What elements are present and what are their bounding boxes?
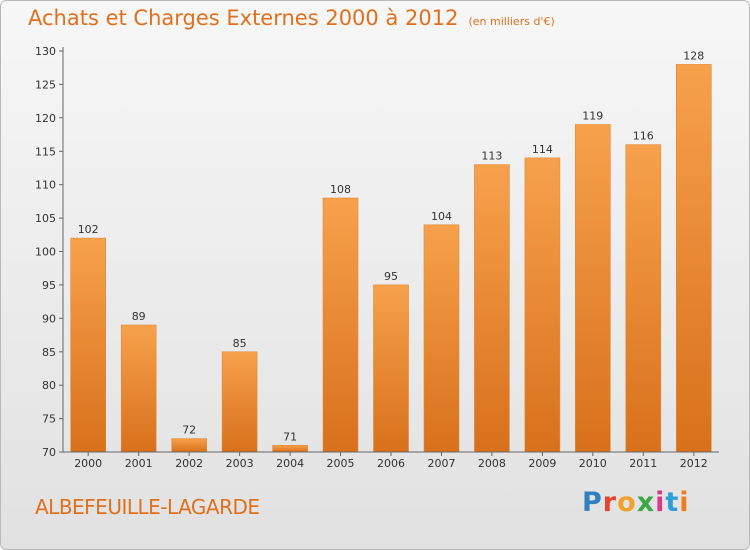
y-tick-label-105: 105	[35, 212, 56, 225]
y-tick-label-70: 70	[42, 446, 56, 459]
bar-2011	[625, 144, 662, 453]
data-label-2010: 119	[582, 110, 603, 123]
x-tick-label-2009: 2009	[528, 457, 556, 470]
x-tick-label-2011: 2011	[629, 457, 657, 470]
x-tick-label-2007: 2007	[428, 457, 456, 470]
chart-subtitle: (en milliers d'€)	[468, 15, 555, 28]
logo-letter: t	[665, 487, 680, 518]
y-tick-label-75: 75	[42, 413, 56, 426]
data-label-2008: 113	[481, 150, 502, 163]
bar-2003	[221, 351, 258, 453]
data-label-2009: 114	[532, 143, 553, 156]
y-tick-label-120: 120	[35, 112, 56, 125]
bar-2007	[423, 224, 460, 453]
x-tick-label-2003: 2003	[226, 457, 254, 470]
data-label-2000: 102	[78, 223, 99, 236]
bar-2001	[120, 324, 157, 453]
bar-2008	[474, 164, 510, 453]
y-tick-label-95: 95	[42, 279, 56, 292]
bar-2000	[70, 237, 106, 453]
axes-group: 2000 2001 2002 2003 2004 2005 2006 2007 2008 2009…	[35, 45, 719, 470]
y-tick-label-90: 90	[42, 312, 56, 325]
logo-letter: x	[636, 487, 656, 518]
y-tick-label-110: 110	[35, 179, 56, 192]
x-tick-label-2001: 2001	[125, 457, 153, 470]
y-tick-label-85: 85	[42, 346, 56, 359]
logo-letter: r	[602, 487, 618, 518]
bar-2010	[574, 124, 611, 453]
y-tick-label-130: 130	[35, 45, 56, 58]
data-label-2011: 116	[633, 130, 654, 143]
data-label-2001: 89	[132, 310, 146, 323]
x-tick-label-2012: 2012	[680, 457, 708, 470]
data-label-2007: 104	[431, 210, 452, 223]
y-tick-label-115: 115	[35, 145, 56, 158]
x-tick-label-2010: 2010	[579, 457, 607, 470]
y-tick-label-100: 100	[35, 246, 56, 259]
chart-title: Achats et Charges Externes 2000 à 2012 (e…	[28, 6, 555, 30]
x-tick-label-2005: 2005	[327, 457, 355, 470]
y-tick-label-125: 125	[35, 78, 56, 91]
data-label-2002: 72	[182, 424, 196, 437]
logo-letter: i	[655, 487, 666, 518]
data-label-2006: 95	[384, 270, 398, 283]
x-tick-label-2008: 2008	[478, 457, 506, 470]
bar-2004	[272, 444, 308, 453]
commune-name: ALBEFEUILLE-LAGARDE	[35, 495, 260, 519]
data-label-2005: 108	[330, 183, 351, 196]
x-tick-label-2006: 2006	[377, 457, 405, 470]
bars-group: 102 89 72 85 71 108 95 104 113 114 119 116 128	[70, 49, 712, 453]
bar-2005	[322, 197, 359, 453]
chart-title-text: Achats et Charges Externes 2000 à 2012	[28, 6, 459, 30]
logo-letter: i	[679, 487, 690, 518]
x-tick-label-2002: 2002	[175, 457, 203, 470]
x-tick-label-2004: 2004	[276, 457, 304, 470]
proxiti-logo: Proxiti	[582, 487, 690, 518]
logo-letter: P	[582, 487, 603, 518]
bar-2009	[524, 157, 561, 453]
data-label-2003: 85	[233, 337, 247, 350]
x-tick-label-2000: 2000	[74, 457, 102, 470]
data-label-2004: 71	[283, 430, 297, 443]
bar-2006	[373, 284, 409, 453]
data-label-2012: 128	[683, 49, 704, 62]
bar-2002	[171, 438, 207, 453]
bar-2012	[675, 64, 712, 453]
logo-letter: o	[617, 487, 637, 518]
y-tick-label-80: 80	[42, 379, 56, 392]
